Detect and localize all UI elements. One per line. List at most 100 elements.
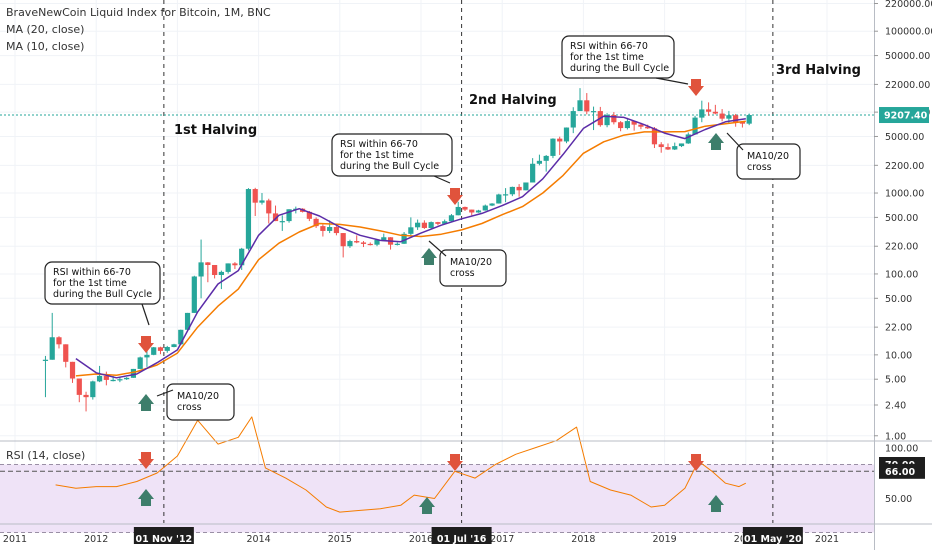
price-tick-label: 22.00: [885, 323, 912, 334]
arrow-up-icon: [708, 133, 724, 150]
candle: [333, 226, 340, 236]
candle: [259, 193, 265, 205]
candle-body: [584, 100, 590, 112]
candle-body: [733, 115, 739, 122]
candle: [577, 88, 583, 112]
candle-body: [171, 344, 177, 348]
price-tick-label: 1.00: [885, 431, 906, 442]
candle-body: [151, 347, 157, 355]
arrow-down-icon: [447, 188, 463, 205]
arrow-down-icon: [138, 336, 154, 353]
rsi-legend: RSI (14, close): [6, 449, 86, 462]
candle: [415, 219, 421, 230]
arrow-up-icon: [708, 495, 724, 512]
candle-body: [130, 368, 137, 378]
candle-body: [651, 128, 658, 145]
candle-body: [279, 221, 285, 223]
candle: [367, 242, 373, 246]
candle: [469, 209, 475, 216]
candle-body: [266, 200, 272, 214]
candle-body: [354, 241, 360, 243]
candle: [320, 224, 326, 237]
candle-body: [482, 205, 488, 211]
candle: [69, 361, 76, 383]
candle-body: [164, 347, 170, 351]
candle-body: [110, 379, 116, 382]
candle-body: [225, 263, 231, 272]
candle: [692, 115, 698, 135]
ma-note-2016-line: MA10/20: [450, 257, 492, 268]
candle-body: [63, 344, 69, 362]
price-tick-label: 2200.00: [885, 161, 924, 172]
ma20-legend: MA (20, close): [6, 23, 85, 36]
candle: [482, 204, 488, 211]
candle-body: [333, 227, 340, 234]
year-label: 2016: [409, 534, 433, 545]
candle-body: [144, 354, 150, 358]
candle: [327, 220, 333, 234]
year-label: 2021: [815, 534, 839, 545]
candle-body: [56, 337, 62, 345]
candle: [313, 217, 319, 228]
candle-body: [435, 222, 441, 224]
candle: [401, 231, 407, 244]
price-tick-label: 10.00: [885, 350, 912, 361]
candle: [340, 233, 346, 258]
candle: [266, 198, 272, 224]
halving-date-label: 01 May '20: [744, 534, 802, 545]
candle: [184, 312, 191, 332]
rsi-tick-label: 100.00: [885, 444, 918, 455]
candle: [563, 127, 570, 144]
rsi-note-2012-line: for the 1st time: [53, 278, 127, 289]
candle: [360, 241, 367, 248]
candle: [712, 104, 718, 115]
rsi-note-2016-line: for the 1st time: [340, 150, 414, 161]
halving-date-label: 01 Nov '12: [136, 534, 193, 545]
candle-body: [604, 115, 610, 126]
current-price-tag: 9207.40: [879, 107, 929, 124]
candle: [374, 239, 380, 247]
candle-body: [536, 160, 543, 164]
candle: [604, 113, 610, 128]
ma-note-2012-pointer: [156, 389, 174, 397]
candle: [570, 107, 576, 134]
ma10-legend: MA (10, close): [6, 40, 85, 53]
price-tick-label: 22000.00: [885, 80, 930, 91]
halving-date-tag-bg: [133, 527, 194, 544]
candle-body: [394, 243, 400, 245]
annotations: 1st Halving 2nd Halving 3rd Halving RSI wit…: [44, 35, 861, 421]
candle-body: [239, 248, 245, 266]
rsi-note-2012-box: [44, 261, 161, 305]
candle: [49, 312, 55, 360]
arrow-down-icon: [688, 79, 704, 96]
candle-body: [218, 271, 224, 276]
candle: [205, 262, 211, 283]
candle-body: [83, 394, 89, 398]
arrow-up-icon: [138, 394, 154, 411]
candle-body: [509, 186, 515, 195]
rsi-note-2019-line: RSI within 66-70: [570, 41, 648, 52]
moving-averages: [75, 115, 746, 379]
candle-body: [448, 215, 455, 222]
candle: [624, 117, 630, 130]
candle: [151, 347, 157, 356]
candle-body: [340, 233, 346, 247]
candle-body: [117, 379, 123, 381]
arrow-up-icon: [138, 489, 154, 506]
candle: [435, 221, 441, 226]
arrow-down-icon: [688, 454, 704, 471]
time-axis: 2011201220132014201520162017201820192020…: [3, 527, 839, 545]
candle-body: [523, 182, 529, 191]
candle-body: [415, 222, 421, 228]
candlesticks: [42, 88, 752, 412]
candle-body: [685, 134, 691, 144]
candle: [496, 193, 502, 204]
candle-body: [42, 359, 49, 361]
candle: [225, 263, 231, 274]
price-tick-label: 50.00: [885, 294, 912, 305]
